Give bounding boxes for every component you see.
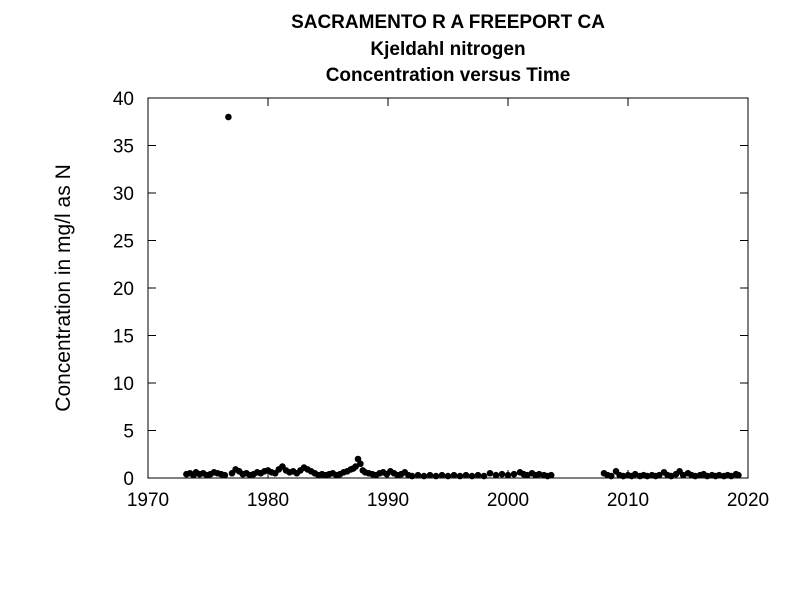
- data-point: [498, 470, 506, 478]
- x-tick-label: 1980: [247, 490, 289, 511]
- y-tick-label: 15: [113, 327, 134, 348]
- x-tick-label: 2010: [607, 490, 649, 511]
- x-tick-label: 1970: [127, 490, 169, 511]
- data-point: [450, 471, 458, 479]
- data-point: [438, 471, 446, 479]
- data-point: [357, 460, 364, 468]
- data-point: [221, 471, 229, 479]
- data-point: [547, 471, 555, 479]
- y-tick-label: 30: [113, 184, 134, 205]
- data-point: [486, 469, 494, 477]
- data-point: [655, 471, 663, 479]
- data-point: [444, 472, 452, 480]
- data-point: [426, 471, 434, 479]
- chart-subtitle: Kjeldahl nitrogen: [370, 39, 526, 60]
- data-point: [414, 471, 422, 479]
- data-point: [735, 471, 742, 479]
- data-point: [408, 472, 416, 480]
- data-point: [510, 470, 518, 478]
- data-point: [462, 471, 470, 479]
- data-point: [468, 472, 476, 480]
- y-tick-label: 25: [113, 232, 134, 253]
- y-tick-label: 20: [113, 279, 134, 300]
- y-tick-label: 5: [123, 422, 134, 443]
- data-point: [456, 472, 464, 480]
- x-tick-label: 2020: [727, 490, 769, 511]
- data-point: [225, 113, 232, 121]
- x-tick-label: 2000: [487, 490, 529, 511]
- data-point: [504, 471, 512, 479]
- data-point: [474, 471, 482, 479]
- chart-subtitle-2: Concentration versus Time: [325, 65, 571, 86]
- y-tick-label: 10: [113, 374, 134, 395]
- data-point: [480, 472, 488, 480]
- data-points: [183, 113, 742, 480]
- x-tick-label: 1990: [367, 490, 409, 511]
- y-tick-label: 40: [113, 89, 134, 110]
- data-point: [352, 463, 359, 470]
- y-axis-label: Concentration in mg/l as N: [52, 164, 75, 411]
- data-point: [420, 472, 428, 480]
- y-tick-label: 35: [113, 137, 134, 158]
- axes: 1970 1980 1990 2000 2010 2020 0 5 10 15 20 25 30 35 40: [113, 89, 769, 511]
- data-point: [432, 472, 440, 480]
- data-point: [607, 472, 615, 480]
- plot-frame: [147, 97, 749, 479]
- chart-title: SACRAMENTO R A FREEPORT CA: [291, 12, 605, 33]
- y-tick-label: 0: [123, 469, 134, 490]
- data-point: [492, 471, 500, 479]
